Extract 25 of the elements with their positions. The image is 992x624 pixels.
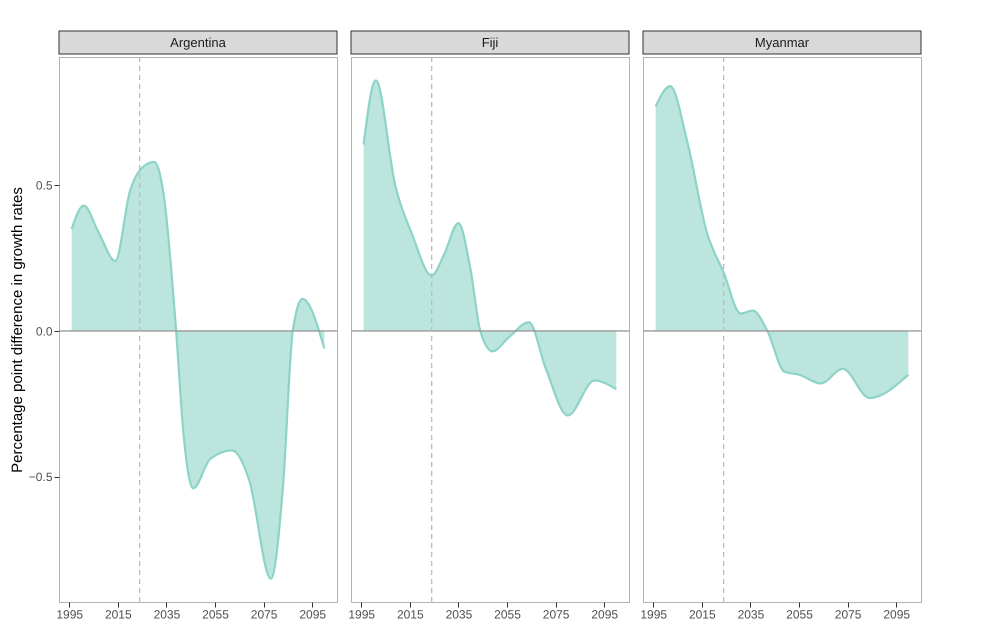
x-tick-label: 2055 [202, 608, 230, 622]
x-tick-label: 2055 [494, 608, 522, 622]
x-tick-label: 2035 [738, 608, 765, 622]
x-tick-label: 1995 [640, 608, 668, 622]
x-tick-label: 2095 [299, 608, 326, 622]
x-tick-label: 2055 [786, 608, 814, 622]
y-axis-title: Percentage point difference in growth rates [8, 187, 26, 473]
x-tick-label: 2095 [591, 608, 618, 622]
y-tick-label: −0.5 [28, 470, 53, 484]
x-tick-label: 2035 [154, 608, 181, 622]
x-tick-label: 2075 [542, 608, 570, 622]
x-tick-label: 2095 [883, 608, 910, 622]
x-tick-label: 2035 [446, 608, 473, 622]
x-tick-label: 2015 [104, 608, 132, 622]
chart-title: Myanmar [754, 35, 810, 50]
x-tick-label: 2075 [250, 608, 278, 622]
y-tick-label: 0.0 [36, 324, 53, 338]
x-tick-label: 1995 [348, 608, 376, 622]
x-tick-label: 2075 [834, 608, 862, 622]
x-tick-label: 2015 [688, 608, 716, 622]
x-tick-label: 2015 [396, 608, 424, 622]
y-tick-label: 0.5 [36, 178, 53, 193]
chart-title: Argentina [170, 35, 227, 50]
chart-title: Fiji [482, 35, 498, 50]
x-tick-label: 1995 [56, 608, 84, 622]
